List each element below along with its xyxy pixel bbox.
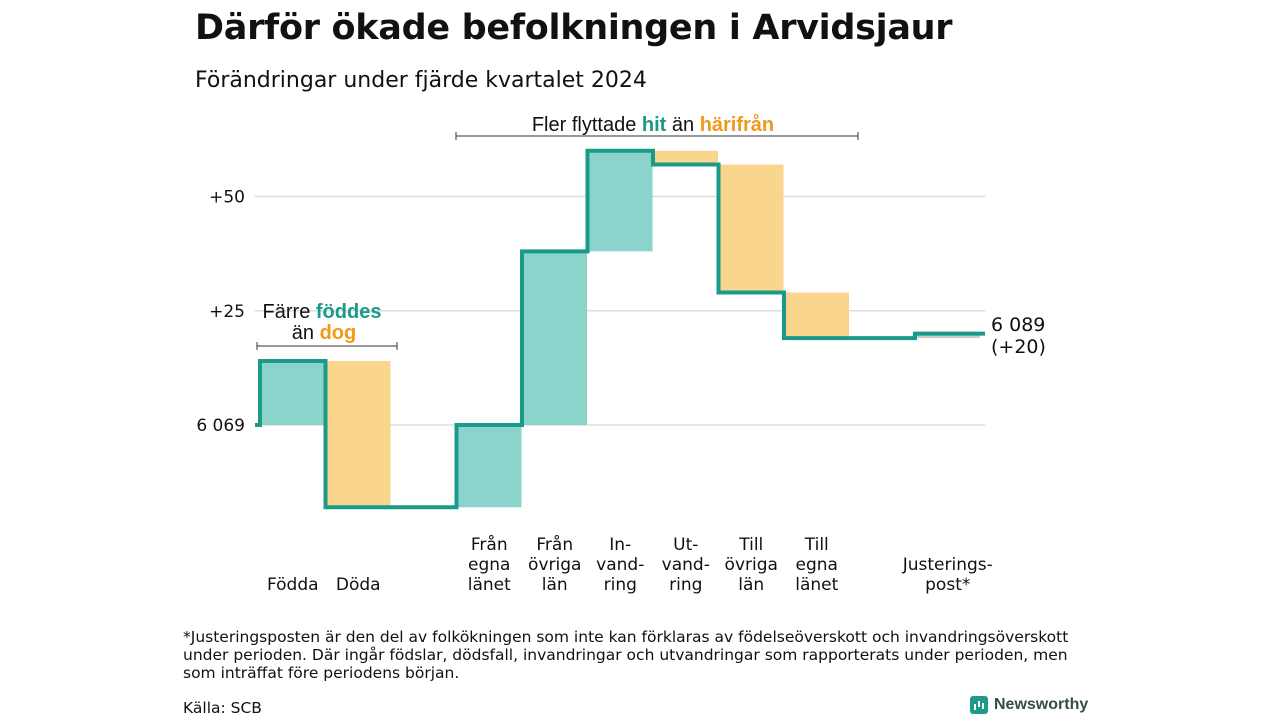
bar bbox=[654, 150, 718, 165]
chart-title: Därför ökade befolkningen i Arvidsjaur bbox=[195, 8, 953, 48]
source-label: Källa: SCB bbox=[183, 699, 262, 717]
bar bbox=[785, 292, 849, 339]
bar-adjustment bbox=[916, 333, 980, 339]
category-label: län bbox=[542, 575, 568, 595]
annotation-births-line1: Färre föddes bbox=[263, 301, 382, 323]
chart-subtitle: Förändringar under fjärde kvartalet 2024 bbox=[195, 68, 647, 93]
bar bbox=[523, 251, 587, 425]
category-label: Från bbox=[471, 534, 508, 555]
category-label: egna bbox=[796, 555, 838, 575]
category-label: post* bbox=[925, 575, 970, 595]
category-label: Till bbox=[738, 535, 763, 555]
bar bbox=[588, 150, 653, 252]
category-label: Ut- bbox=[673, 535, 698, 555]
category-label: övriga bbox=[528, 555, 581, 575]
category-label: Från bbox=[536, 534, 573, 555]
end-value-label: 6 089 bbox=[991, 314, 1045, 336]
annotation-migration: Fler flyttade hit än härifrån bbox=[532, 113, 774, 136]
bar bbox=[261, 361, 325, 425]
category-label: Justerings- bbox=[902, 555, 993, 575]
annotation-births-line2: än dog bbox=[292, 322, 356, 344]
end-change-label: (+20) bbox=[991, 336, 1046, 358]
category-label: Födda bbox=[267, 575, 319, 595]
category-label: Döda bbox=[336, 575, 381, 595]
y-tick-label: +25 bbox=[209, 302, 245, 322]
category-label: egna bbox=[468, 555, 510, 575]
brand-name: Newsworthy bbox=[994, 696, 1089, 713]
brand-logo: Newsworthy bbox=[970, 696, 1088, 714]
category-label: ring bbox=[604, 575, 637, 595]
bar bbox=[457, 425, 522, 508]
category-label: ring bbox=[669, 575, 702, 595]
category-label: vand- bbox=[662, 555, 710, 575]
category-label: övriga bbox=[725, 555, 778, 575]
bar bbox=[326, 361, 391, 508]
step-line bbox=[255, 148, 985, 510]
category-label: län bbox=[738, 575, 764, 595]
y-tick-label: +50 bbox=[209, 188, 245, 208]
category-label: vand- bbox=[596, 555, 644, 575]
y-tick-label: 6 069 bbox=[196, 416, 245, 436]
category-label: Till bbox=[804, 535, 829, 555]
category-label: länet bbox=[468, 575, 511, 595]
category-label: In- bbox=[609, 535, 631, 555]
category-label: länet bbox=[795, 575, 838, 595]
bar bbox=[719, 164, 784, 293]
footnote: *Justeringsposten är den del av folkökni… bbox=[183, 628, 1069, 682]
newsworthy-logo-icon bbox=[970, 696, 988, 714]
